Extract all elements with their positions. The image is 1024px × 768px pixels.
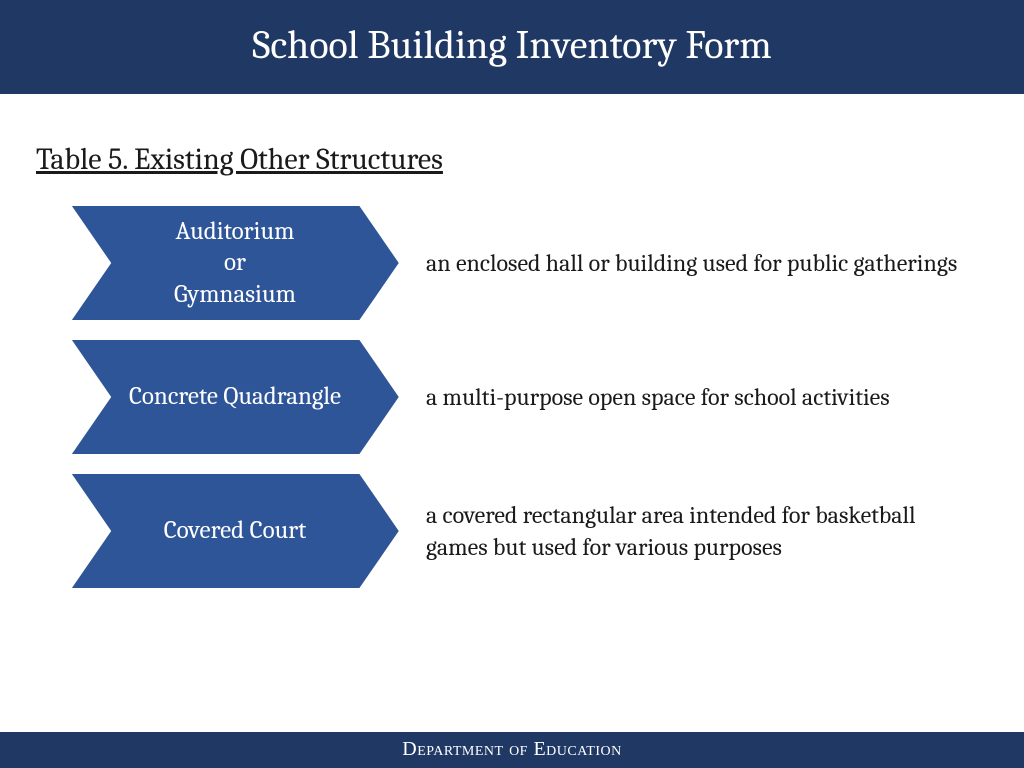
footer-text: Department of Education xyxy=(402,738,621,760)
arrow-auditorium: Auditorium or Gymnasium xyxy=(70,205,400,321)
content-area: Auditorium or Gymnasium an enclosed hall… xyxy=(0,205,1024,589)
structure-description: a multi-purpose open space for school ac… xyxy=(400,381,890,413)
arrow-label: Auditorium or Gymnasium xyxy=(110,205,360,321)
slide-footer: Department of Education xyxy=(0,732,1024,768)
structure-description: an enclosed hall or building used for pu… xyxy=(400,247,957,279)
structure-row: Concrete Quadrangle a multi-purpose open… xyxy=(70,339,984,455)
slide-header: School Building Inventory Form xyxy=(0,0,1024,94)
arrow-label: Covered Court xyxy=(110,473,360,589)
structure-row: Covered Court a covered rectangular area… xyxy=(70,473,984,589)
arrow-covered-court: Covered Court xyxy=(70,473,400,589)
structure-row: Auditorium or Gymnasium an enclosed hall… xyxy=(70,205,984,321)
structure-description: a covered rectangular area intended for … xyxy=(400,499,960,564)
arrow-label: Concrete Quadrangle xyxy=(110,339,360,455)
section-subtitle: Table 5. Existing Other Structures xyxy=(0,94,1024,205)
slide-title: School Building Inventory Form xyxy=(252,22,772,68)
arrow-quadrangle: Concrete Quadrangle xyxy=(70,339,400,455)
